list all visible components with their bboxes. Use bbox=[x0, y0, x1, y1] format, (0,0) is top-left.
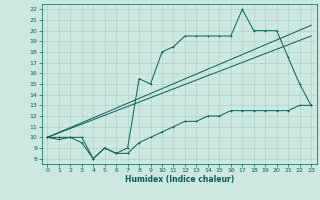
X-axis label: Humidex (Indice chaleur): Humidex (Indice chaleur) bbox=[124, 175, 234, 184]
